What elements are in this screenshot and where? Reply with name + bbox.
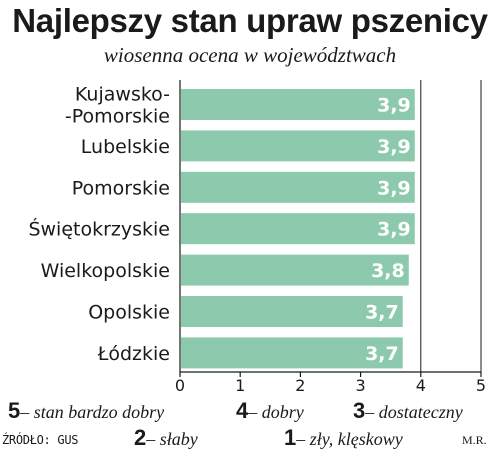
legend-key-5: 5 — [8, 398, 21, 423]
category-label-1: Lubelskie — [81, 136, 170, 158]
bar-1 — [181, 130, 415, 162]
category-label-0-line-0: Kujawsko- — [75, 84, 170, 106]
legend-text-4: – dobry — [248, 402, 304, 422]
legend-key-2: 2 — [134, 425, 147, 450]
x-tick-label-0: 0 — [175, 376, 185, 395]
category-label-0-line-1: -Pomorskie — [65, 106, 170, 128]
legend-item-2: 2– słaby — [134, 427, 198, 450]
bar-value-label-5: 3,7 — [365, 302, 399, 324]
category-label-5: Opolskie — [88, 302, 170, 324]
category-label-6: Łódzkie — [97, 343, 170, 365]
legend-text-3: – dostateczny — [365, 402, 463, 422]
bar-value-label-0: 3,9 — [377, 95, 411, 117]
bar-value-label-2: 3,9 — [377, 177, 411, 199]
x-tick-label-4: 4 — [416, 376, 426, 395]
x-tick-label-1: 1 — [235, 376, 245, 395]
legend-key-1: 1 — [284, 425, 297, 450]
legend-item-4: 4– dobry — [236, 400, 304, 423]
source-note: ŹRÓDŁO: GUS — [2, 433, 79, 447]
bar-value-label-3: 3,9 — [377, 219, 411, 241]
legend-item-5: 5– stan bardzo dobry — [8, 400, 164, 423]
bar-2 — [181, 171, 415, 203]
x-tick-label-2: 2 — [295, 376, 305, 395]
bar-3 — [181, 213, 415, 245]
bar-value-label-6: 3,7 — [365, 343, 399, 365]
legend-key-4: 4 — [236, 398, 249, 423]
legend-text-1: – zły, klęskowy — [296, 429, 403, 449]
legend-text-5: – stan bardzo dobry — [20, 402, 165, 422]
bar-value-label-1: 3,9 — [377, 136, 411, 158]
category-label-4: Wielkopolskie — [41, 260, 170, 282]
legend-text-2: – słaby — [146, 429, 198, 449]
legend-item-1: 1– zły, klęskowy — [284, 427, 403, 450]
category-label-3: Świętokrzyskie — [28, 217, 170, 241]
bar-4 — [181, 254, 409, 286]
chart-title: Najlepszy stan upraw pszenicy — [12, 2, 488, 39]
chart-subtitle: wiosenna ocena w województwach — [103, 43, 397, 67]
author-credit: M.R. — [462, 433, 487, 447]
bar-value-label-4: 3,8 — [371, 260, 405, 282]
x-tick-label-3: 3 — [356, 376, 366, 395]
bar-0 — [181, 89, 415, 120]
x-tick-label-5: 5 — [476, 376, 486, 395]
bar-5 — [181, 296, 403, 327]
legend-key-3: 3 — [353, 398, 366, 423]
bar-6 — [181, 337, 403, 369]
legend-item-3: 3– dostateczny — [353, 400, 463, 423]
category-label-2: Pomorskie — [72, 177, 170, 199]
